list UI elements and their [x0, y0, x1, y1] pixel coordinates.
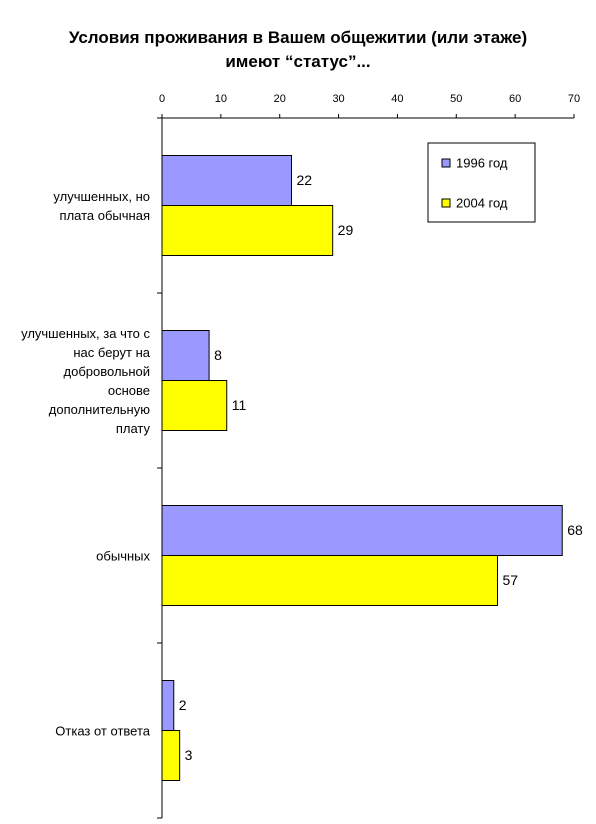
value-label: 8 [214, 347, 222, 363]
x-tick-label: 0 [159, 93, 165, 105]
bar [161, 205, 334, 256]
bar [161, 380, 228, 431]
legend-swatch [441, 158, 451, 168]
y-tick-label: улучшенных, но плата обычная [53, 188, 150, 223]
x-tick-label: 10 [215, 93, 227, 105]
x-tick-label: 30 [332, 93, 344, 105]
x-tick-label: 20 [274, 93, 286, 105]
value-label: 29 [338, 222, 354, 238]
y-tick-label: Отказ от ответа [55, 723, 150, 738]
bar [161, 155, 292, 206]
y-tick-label: обычных [96, 548, 150, 563]
x-tick-label: 70 [568, 93, 580, 105]
legend-label: 2004 год [456, 195, 508, 210]
bar [161, 555, 498, 606]
bar [161, 330, 210, 381]
value-label: 2 [179, 697, 187, 713]
value-label: 3 [185, 747, 193, 763]
value-label: 68 [567, 522, 583, 538]
x-tick-label: 60 [509, 93, 521, 105]
value-label: 22 [296, 172, 312, 188]
value-label: 57 [502, 572, 518, 588]
y-tick-label: улучшенных, за что с нас берут на добров… [21, 325, 150, 436]
bar [161, 680, 175, 731]
value-label: 11 [232, 397, 247, 413]
bar [161, 505, 563, 556]
legend-label: 1996 год [456, 155, 508, 170]
chart-title: Условия проживания в Вашем общежитии (ил… [68, 28, 528, 71]
legend-swatch [441, 198, 451, 208]
bar [161, 730, 181, 781]
x-tick-label: 50 [450, 93, 462, 105]
legend-box [427, 142, 536, 223]
x-tick-label: 40 [391, 93, 403, 105]
